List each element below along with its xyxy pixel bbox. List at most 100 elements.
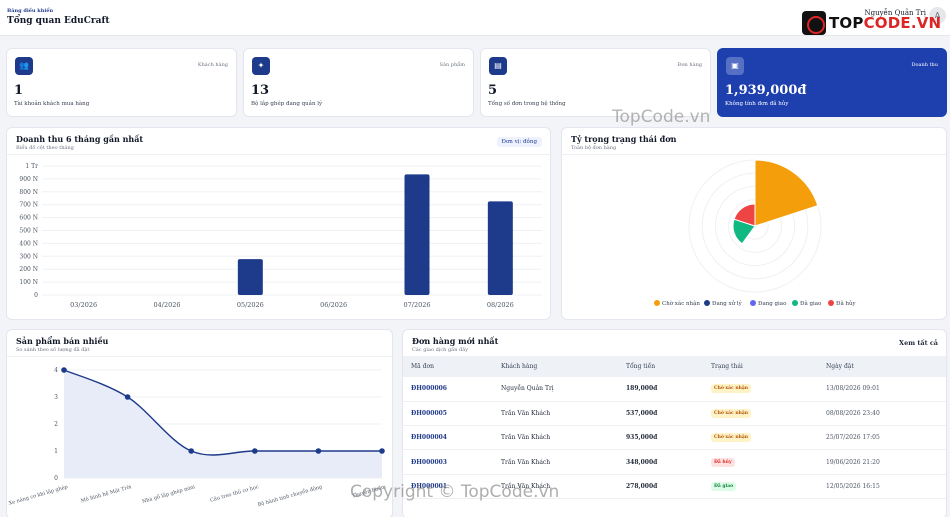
orders-panel: Đơn hàng mới nhất Các giao dịch gần đây …: [402, 329, 947, 517]
customer-name: Trần Văn Khách: [493, 425, 618, 451]
line-point[interactable]: [252, 448, 258, 454]
x-tick-label: 08/2026: [487, 301, 514, 309]
y-tick-label: 3: [54, 394, 58, 401]
y-tick-label: 700 N: [19, 202, 38, 209]
panel-title: Sản phẩm bán nhiều: [16, 336, 109, 346]
table-row[interactable]: ĐH000005 Trần Văn Khách 537,000đ Chờ xác nh…: [403, 401, 946, 427]
order-date: 12/05/2026 16:15: [818, 474, 946, 499]
polar-slice[interactable]: [754, 159, 819, 227]
order-total: 189,000đ: [618, 377, 703, 402]
breadcrumb: Bảng điều khiển: [7, 8, 54, 14]
revenue-bar[interactable]: [404, 174, 430, 295]
table-row[interactable]: ĐH000003 Trần Văn Khách 348,000đ Đã hủy 19/0…: [403, 449, 946, 475]
panel-title: Tỷ trọng trạng thái đơn: [571, 134, 677, 144]
column-header[interactable]: Trạng thái: [703, 356, 818, 377]
logo-mark-icon: [802, 11, 826, 35]
legend-swatch: [750, 300, 756, 306]
customer-name: Trần Văn Khách: [493, 449, 618, 475]
order-code[interactable]: ĐH000003: [403, 449, 493, 475]
stat-card-revenue: ▣ Doanh thu 1,939,000đ Không tính đơn đã…: [717, 48, 947, 117]
receipt-icon: ▤: [489, 57, 507, 75]
y-tick-label: 800 N: [19, 189, 38, 196]
order-code[interactable]: ĐH000006: [403, 377, 493, 402]
stat-label: Sản phẩm: [439, 62, 465, 68]
line-point[interactable]: [61, 367, 67, 373]
stat-desc: Bộ lắp ghép đang quản lý: [251, 101, 323, 107]
line-point[interactable]: [315, 448, 322, 454]
y-tick-label: 500 N: [19, 228, 38, 235]
money-icon: ▣: [726, 57, 744, 75]
unit-button[interactable]: Đơn vị: đồng: [496, 137, 542, 147]
line-point[interactable]: [188, 448, 194, 454]
customer-name: Trần Văn Khách: [493, 401, 618, 427]
revenue-bar[interactable]: [237, 259, 263, 295]
revenue-panel: Doanh thu 6 tháng gần nhất Biểu đồ cột t…: [6, 127, 551, 320]
stat-desc: Tài khoản khách mua hàng: [14, 101, 90, 107]
users-icon: 👥: [15, 57, 33, 75]
order-total: 935,000đ: [618, 425, 703, 451]
line-point[interactable]: [379, 448, 385, 454]
order-date: 25/07/2026 17:05: [818, 425, 946, 451]
legend-swatch: [654, 300, 660, 306]
view-all-link[interactable]: Xem tất cả: [899, 339, 938, 347]
table-row[interactable]: ĐH000001 Trần Văn Khách 278,000đ Đã giao 12/…: [403, 474, 946, 499]
order-date: 19/06/2026 21:20: [818, 449, 946, 475]
order-status: Chờ xác nhận: [703, 401, 818, 427]
legend-label[interactable]: Chờ xác nhận: [662, 300, 700, 307]
stat-card-products: ✦ Sản phẩm 13 Bộ lắp ghép đang quản lý: [243, 48, 474, 117]
legend-swatch: [828, 300, 834, 306]
stat-label: Doanh thu: [911, 62, 938, 68]
polar-slice[interactable]: [733, 203, 756, 227]
customer-name: Nguyễn Quản Trị: [493, 377, 618, 402]
avatar[interactable]: A: [929, 7, 946, 24]
line-point[interactable]: [124, 394, 131, 400]
column-header[interactable]: Khách hàng: [493, 356, 618, 377]
y-tick-label: 900 N: [19, 176, 38, 183]
x-tick-label: 06/2026: [320, 301, 347, 309]
y-tick-label: 100 N: [19, 279, 38, 286]
order-code[interactable]: ĐH000001: [403, 474, 493, 499]
column-header[interactable]: Tổng tiền: [618, 356, 703, 377]
legend-label[interactable]: Đã giao: [800, 300, 822, 307]
panel-title: Đơn hàng mới nhất: [412, 336, 499, 346]
panel-subtitle: Biểu đồ cột theo tháng: [16, 145, 74, 151]
puzzle-icon: ✦: [252, 57, 270, 75]
bestsellers-panel: Sản phẩm bán nhiều So sánh theo số lượng…: [6, 329, 393, 517]
order-status: Đã hủy: [703, 449, 818, 475]
column-header[interactable]: Mã đơn: [403, 356, 493, 377]
y-tick-label: 4: [54, 367, 58, 374]
stat-label: Khách hàng: [197, 62, 228, 68]
legend-swatch: [792, 300, 798, 306]
watermark-copyright: Copyright © TopCode.vn: [350, 482, 560, 502]
stat-value: 1,939,000đ: [725, 83, 807, 98]
user-name[interactable]: Nguyễn Quản Trị: [864, 9, 926, 17]
status-panel: Tỷ trọng trạng thái đơn Toàn bộ đơn hàng…: [561, 127, 947, 320]
top-header: Bảng điều khiển Tổng quan EduCraft Nguyễ…: [0, 0, 950, 36]
stat-card-customers: 👥 Khách hàng 1 Tài khoản khách mua hàng: [6, 48, 237, 117]
column-header[interactable]: Ngày đặt: [818, 356, 946, 377]
order-total: 348,000đ: [618, 449, 703, 475]
table-row[interactable]: ĐH000006 Nguyễn Quản Trị 189,000đ Chờ xác n…: [403, 377, 946, 402]
logo-text-prefix: TOP: [829, 14, 864, 32]
x-tick-label: Xe nâng cơ khí lắp ghép: [8, 483, 69, 507]
order-code[interactable]: ĐH000004: [403, 425, 493, 451]
bestsellers-line-chart: 0 1 2 3 4 Xe nâng cơ khí lắp ghép Mô hình hệ M…: [8, 367, 387, 508]
order-code[interactable]: ĐH000005: [403, 401, 493, 427]
watermark-text: TopCode.vn: [612, 107, 711, 127]
y-tick-label: 600 N: [19, 215, 38, 222]
table-row[interactable]: ĐH000004 Trần Văn Khách 935,000đ Chờ xác nh…: [403, 425, 946, 451]
legend-label[interactable]: Đã hủy: [836, 300, 857, 307]
legend-label[interactable]: Đang giao: [758, 301, 787, 307]
legend-label[interactable]: Đang xử lý: [712, 300, 743, 307]
stat-label: Đơn hàng: [677, 62, 702, 68]
revenue-bar[interactable]: [487, 201, 513, 295]
legend-swatch: [704, 300, 710, 306]
stat-value: 13: [251, 83, 270, 98]
y-tick-label: 1 Tr: [25, 163, 38, 170]
site-logo: TOPCODE.VN: [802, 11, 941, 35]
y-tick-label: 300 N: [19, 253, 38, 260]
order-status: Chờ xác nhận: [703, 425, 818, 451]
x-tick-label: 03/2026: [70, 301, 97, 309]
stat-desc: Không tính đơn đã hủy: [725, 101, 789, 107]
status-badge: Chờ xác nhận: [711, 384, 752, 394]
